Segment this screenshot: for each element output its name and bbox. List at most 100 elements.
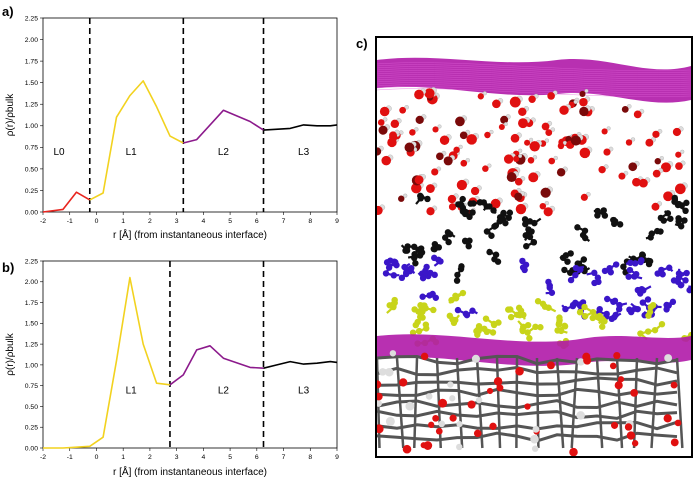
region-label: L0 [53,147,65,158]
l1-water-atom [537,324,544,331]
oxygen-atom [518,107,527,116]
oxygen-atom [632,177,641,187]
hydrogen-atom [465,158,470,163]
l3-water-atom [646,258,654,265]
substrate-surface-atom [385,368,394,377]
x-tick-label: 7 [282,218,286,225]
l2-water-atom [631,305,639,312]
substrate-surface-atom [377,392,383,401]
l2-water-atom [567,276,575,284]
x-tick-label: 4 [201,218,205,225]
l3-water-atom [445,238,452,246]
substrate-bond [495,357,502,449]
l2-water-atom [644,296,652,303]
hydrogen-atom [489,129,494,135]
substrate-surface-atom [630,388,639,397]
series-line [43,276,171,449]
oxygen-atom [548,157,556,165]
hydrogen-atom [529,137,534,142]
oxygen-atom [379,106,390,117]
l3-water-atom [521,216,529,223]
substrate-surface-atom [435,427,443,435]
oxygen-atom [377,205,383,215]
hydrogen-atom [518,148,523,153]
substrate-surface-atom [576,411,585,420]
y-tick-label: 2.25 [25,15,38,22]
l3-water-atom [455,201,462,208]
l3-water-atom [522,220,529,228]
surface-mesh-line [377,86,691,95]
l1-water-atom [495,319,502,326]
oxygen-atom [580,193,588,201]
x-tick-label: 1 [121,218,125,225]
l3-water-atom [561,266,568,274]
x-tick-label: -1 [67,454,73,461]
series-line [169,344,264,386]
substrate-bond [377,387,678,398]
substrate-surface-atom [389,350,397,357]
oxygen-atom [503,154,514,164]
oxygen-atom [415,115,424,124]
bottom-interface-surface [377,334,691,366]
oxygen-atom [447,194,457,204]
hydrogen-atom [544,138,549,143]
oxygen-atom [675,162,683,170]
x-tick-label: 8 [308,454,312,461]
oxygen-atom [603,148,611,156]
substrate-surface-atom [524,403,531,410]
surface-mesh-line [377,70,691,79]
l2-water-atom [682,277,689,284]
l3-water-atom [574,224,581,231]
oxygen-atom [411,182,422,194]
oxygen-atom [645,138,654,147]
substrate-surface-atom [532,425,540,433]
region-label: L2 [218,147,230,158]
substrate-surface-atom [449,414,457,422]
surface-mesh-line [377,80,691,89]
l3-water-atom [453,277,461,284]
l2-water-atom [431,271,438,279]
x-tick-label: -2 [40,218,46,225]
y-tick-label: 0.75 [25,383,38,390]
x-tick-label: 5 [228,218,232,225]
oxygen-atom [556,168,566,177]
oxygen-atom [506,172,517,183]
oxygen-atom [541,122,550,131]
series-line [89,80,184,201]
x-axis-label: r [Å] (from instantaneous interface) [113,228,267,241]
oxygen-atom [652,169,661,178]
l3-water-atom [567,250,574,257]
top-interface-surface [377,57,691,103]
l3-water-atom [639,251,646,258]
hydrogen-atom [623,170,629,176]
l3-water-atom [660,217,667,224]
substrate-surface-atom [609,362,617,370]
oxygen-atom [663,191,673,202]
substrate-bond [595,357,604,449]
y-tick-label: 0.25 [25,188,38,195]
oxygen-atom [651,202,660,211]
hydrogen-atom [503,122,508,127]
oxygen-atom [660,162,671,173]
l2-water-atom [686,286,691,294]
substrate-surface-atom [377,380,382,389]
oxygen-atom [398,195,405,202]
surface-mesh-line [377,74,691,83]
hydrogen-atom [458,144,463,149]
region-label: L1 [126,147,138,158]
l3-water-atom [469,209,476,216]
l2-water-atom [659,271,666,278]
substrate-bond [675,357,684,449]
oxygen-atom [492,99,501,109]
hydrogen-atom [414,127,419,132]
substrate-surface-atom [425,393,433,400]
l3-water-atom [657,228,664,235]
region-label: L3 [298,147,310,158]
oxygen-atom [540,187,551,198]
oxygen-atom [514,192,523,201]
oxygen-atom [628,162,638,172]
oxygen-atom [633,110,642,119]
oxygen-atom [528,172,539,183]
substrate-bond [632,357,639,449]
hydrogen-atom [383,117,388,122]
